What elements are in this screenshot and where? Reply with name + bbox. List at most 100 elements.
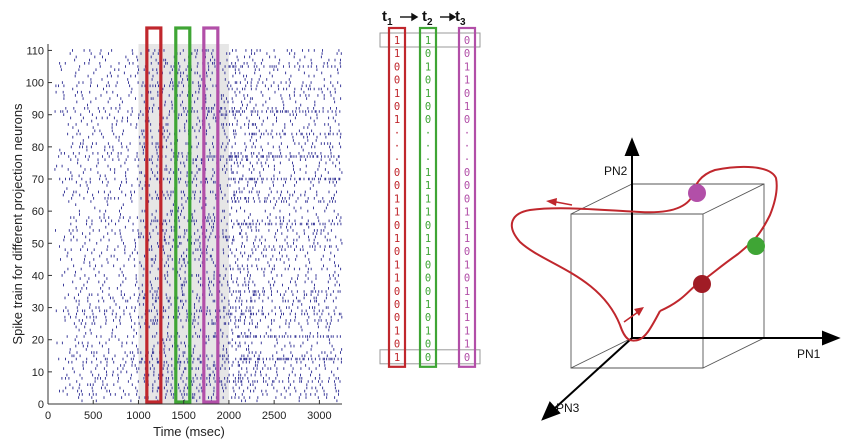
bit-value: 1 [464, 207, 470, 219]
bit-value: 1 [464, 325, 470, 337]
bit-value: · [425, 127, 431, 139]
bit-value: 0 [425, 75, 431, 87]
bit-value: 0 [425, 286, 431, 298]
bit-value: 1 [464, 299, 470, 311]
trajectory-arrow-line [555, 201, 573, 206]
y-tick-label: 70 [32, 174, 44, 186]
bit-value: 1 [464, 75, 470, 87]
header-t2: t2 [422, 8, 433, 28]
bit-value: 1 [464, 339, 470, 351]
bit-value: 1 [394, 259, 400, 271]
bit-value: 1 [425, 180, 431, 192]
bit-value: 1 [464, 101, 470, 113]
bit-value: 0 [464, 246, 470, 258]
y-tick-label: 80 [32, 142, 44, 154]
bit-value: 1 [394, 35, 400, 47]
bit-columns: 1100101···0011010110001011010100···11110… [379, 26, 481, 368]
bit-value: · [394, 154, 400, 166]
pn2-label: PN2 [604, 164, 628, 178]
bit-value: · [394, 127, 400, 139]
y-tick-label: 90 [32, 110, 44, 122]
last-row-highlight [379, 349, 481, 365]
bit-value: 0 [464, 167, 470, 179]
x-tick-label: 1500 [171, 410, 195, 422]
bit-value: 1 [394, 352, 400, 364]
bit-value: 0 [394, 101, 400, 113]
bit-value: 1 [425, 207, 431, 219]
time-window-t2 [174, 26, 192, 404]
bit-value: 1 [425, 167, 431, 179]
bit-value: 0 [464, 48, 470, 60]
bit-value: 1 [425, 61, 431, 73]
raster-x-label: Time (msec) [153, 424, 225, 439]
bit-value: · [394, 141, 400, 153]
stimulus-window-shading [138, 44, 229, 404]
x-tick-label: 3000 [307, 410, 331, 422]
trajectory-arrow-icon [546, 198, 557, 206]
bit-value: 0 [464, 180, 470, 192]
trajectory-arrow-line [623, 311, 639, 323]
x-tick-label: 500 [84, 410, 102, 422]
bit-value: · [464, 154, 470, 166]
bit-value: 0 [394, 286, 400, 298]
bit-value: 1 [425, 35, 431, 47]
bit-value: 0 [394, 167, 400, 179]
bit-value: 1 [464, 61, 470, 73]
bit-value: 0 [394, 61, 400, 73]
bit-value: 1 [425, 325, 431, 337]
header-arrows [400, 12, 457, 22]
bit-value: 0 [425, 352, 431, 364]
bit-value: 1 [394, 88, 400, 100]
bit-value: 1 [425, 299, 431, 311]
pn2-arrow-icon [624, 137, 640, 156]
neural-trajectory [510, 165, 778, 342]
bit-value: 0 [394, 220, 400, 232]
spike-ticks [54, 49, 343, 403]
bit-value: 0 [425, 259, 431, 271]
bit-value: · [464, 141, 470, 153]
y-tick-label: 40 [32, 270, 44, 282]
bit-value: 1 [464, 233, 470, 245]
bit-value: 1 [394, 233, 400, 245]
bit-value: 0 [394, 246, 400, 258]
x-tick-label: 2000 [217, 410, 241, 422]
bit-value: 0 [394, 180, 400, 192]
bit-value: 0 [394, 75, 400, 87]
bit-value: 1 [394, 114, 400, 126]
x-tick-label: 1000 [126, 410, 150, 422]
bit-value: 0 [425, 101, 431, 113]
time-window-t1 [145, 26, 163, 404]
trajectory-arrows [546, 198, 644, 323]
pn1-label: PN1 [797, 347, 821, 361]
trajectory-arrow-icon [634, 307, 644, 316]
bit-value: 0 [464, 352, 470, 364]
pn3-arrow-icon [541, 401, 561, 421]
time-window-t3 [202, 26, 220, 404]
bit-value: 0 [425, 48, 431, 60]
state-point-t3 [688, 184, 706, 202]
bit-value: 0 [464, 273, 470, 285]
y-tick-label: 30 [32, 303, 44, 315]
state-point-t1 [693, 275, 711, 293]
bit-value: 1 [425, 193, 431, 205]
y-tick-label: 10 [32, 367, 44, 379]
bit-value: 1 [425, 88, 431, 100]
bit-value: 1 [394, 48, 400, 60]
y-tick-label: 60 [32, 206, 44, 218]
spike-raster-plot: 0 500 1000 1500 2000 2500 3000 0 10 20 30 40 50 60 70 8… [10, 26, 343, 439]
x-tick-label: 0 [45, 410, 51, 422]
y-tick-label: 100 [26, 78, 44, 90]
header-t1: t1 [382, 8, 393, 28]
first-row-highlight [379, 32, 481, 48]
bit-value: 0 [464, 88, 470, 100]
bit-column-t3 [457, 26, 477, 368]
state-axes [541, 137, 841, 421]
spike-marks [54, 49, 343, 403]
bit-value: 1 [394, 207, 400, 219]
bit-value: 0 [425, 114, 431, 126]
bit-value: 0 [394, 312, 400, 324]
bit-value: 1 [394, 193, 400, 205]
bit-value: · [425, 141, 431, 153]
raster-axes: 0 500 1000 1500 2000 2500 3000 0 10 20 30 40 50 60 70 8… [26, 44, 342, 422]
